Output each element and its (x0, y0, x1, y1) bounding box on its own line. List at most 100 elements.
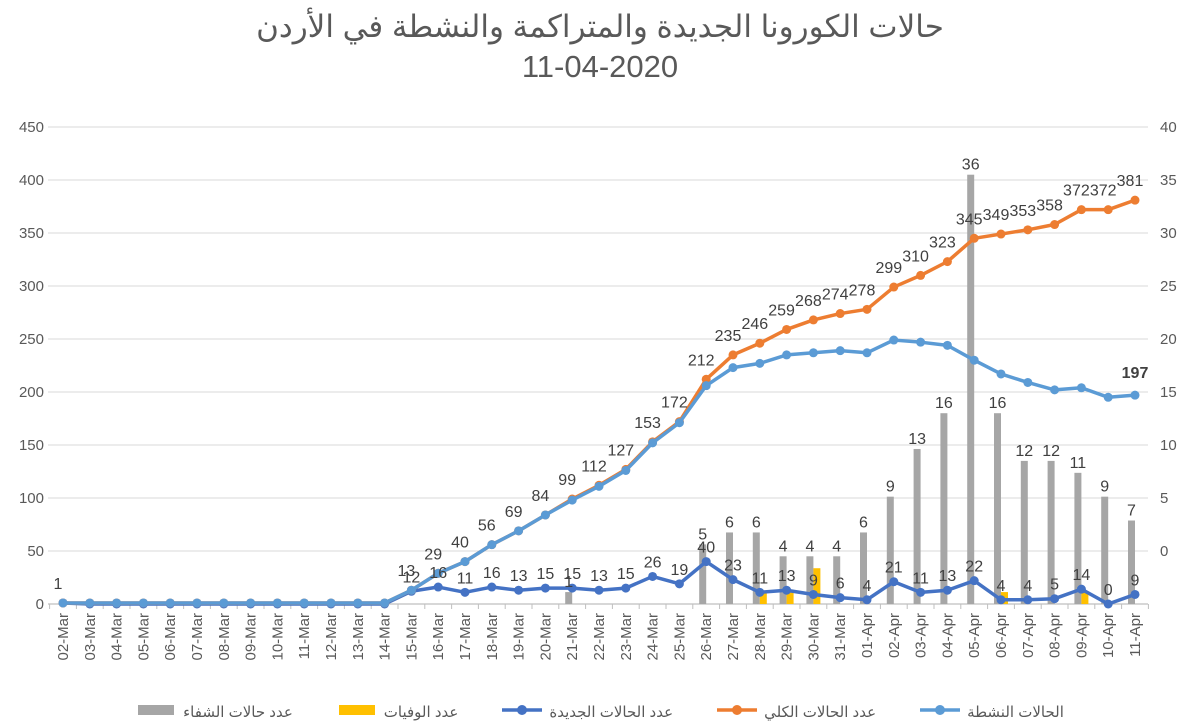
total_cases-marker (835, 309, 845, 319)
x-axis-label: 10-Mar (269, 613, 286, 661)
new_cases-label: 12 (403, 569, 421, 586)
x-axis-label: 14-Mar (377, 613, 394, 661)
total_cases-marker (889, 282, 899, 292)
active_cases-marker (567, 495, 577, 505)
left-axis-tick: 350 (19, 225, 44, 242)
new_cases-marker (701, 557, 711, 567)
new_cases-marker (1103, 599, 1113, 609)
new_cases-marker (1130, 589, 1140, 599)
active_cases-marker (1050, 385, 1060, 395)
active_cases-marker (755, 358, 765, 368)
recovered-bar (1020, 460, 1028, 604)
recovered-bar (1074, 472, 1082, 604)
new_cases-label: 5 (1050, 577, 1059, 594)
active_cases-marker (1103, 392, 1113, 402)
active_cases-marker (782, 350, 792, 360)
x-axis-label: 16-Mar (430, 613, 447, 661)
new_cases-marker (889, 577, 899, 587)
x-axis-label: 01-Apr (859, 613, 876, 658)
total_cases-marker (755, 338, 765, 348)
new_cases-marker (755, 587, 765, 597)
recovered-bar (886, 496, 894, 604)
total_cases-label: 235 (715, 328, 742, 345)
new_cases-swatch-marker (517, 705, 528, 715)
active_cases-marker (299, 598, 309, 608)
legend-label-total-cases: عدد الحالات الكلي (764, 704, 877, 721)
recovered-label: 13 (908, 431, 926, 448)
recovered-swatch-rect (138, 705, 175, 715)
x-axis-label: 03-Apr (913, 613, 930, 658)
new_cases-label: 13 (939, 568, 957, 585)
x-axis-label: 30-Mar (805, 613, 822, 661)
deaths-bar (786, 592, 794, 604)
active_cases-marker (540, 510, 550, 520)
new_cases-label: 15 (537, 566, 555, 583)
total_cases-label: 353 (1009, 203, 1036, 220)
new_cases-label: 11 (751, 570, 768, 587)
x-axis-label: 08-Apr (1047, 613, 1064, 658)
total_cases-marker (701, 374, 711, 384)
legend-item-total-cases: عدد الحالات الكلي (717, 703, 876, 721)
right-axis-tick: 0 (1160, 543, 1168, 560)
total_cases-label: 278 (849, 282, 876, 299)
x-axis-label: 12-Mar (323, 613, 340, 661)
new_cases-label: 23 (724, 558, 742, 575)
legend-item-recovered: عدد حالات الشفاء (136, 703, 293, 721)
new_cases-marker (433, 582, 443, 592)
new_cases-label: 9 (809, 572, 818, 589)
active_cases-marker (460, 557, 470, 567)
recovered-bar (565, 592, 573, 604)
active_cases-marker (514, 526, 524, 536)
right-axis-tick: 20 (1160, 331, 1177, 348)
new_cases-label: 13 (510, 568, 528, 585)
new_cases-marker (969, 576, 979, 586)
total_cases-marker (916, 270, 926, 280)
total_cases-marker (942, 257, 952, 267)
recovered-bar (833, 556, 841, 604)
active_cases-marker (674, 418, 684, 428)
x-axis-label: 05-Apr (966, 613, 983, 658)
x-axis-label: 09-Mar (243, 613, 260, 661)
total_cases-label: 381 (1117, 173, 1144, 190)
new_cases-marker (916, 587, 926, 597)
left-axis-tick: 200 (19, 384, 44, 401)
total_cases-label: 56 (478, 518, 496, 535)
recovered-label: 16 (935, 395, 953, 412)
new_cases-marker (514, 585, 524, 595)
left-axis-tick: 50 (27, 543, 44, 560)
active_cases-marker (862, 348, 872, 358)
x-axis-label: 23-Mar (618, 613, 635, 661)
recovered-label: 9 (1100, 479, 1109, 496)
total_cases-label: 345 (956, 211, 983, 228)
recovered-bar (726, 532, 733, 604)
deaths-bar (759, 592, 767, 604)
legend-item-new-cases: عدد الحالات الجديدة (502, 703, 673, 721)
x-axis-label: 29-Mar (779, 613, 796, 661)
new_cases-marker (567, 583, 577, 593)
x-axis-label: 09-Apr (1073, 613, 1090, 658)
active_cases-marker (272, 598, 282, 608)
active_cases-marker (1023, 377, 1033, 387)
right-axis-tick: 25 (1160, 278, 1177, 295)
total_cases-label: 153 (634, 415, 661, 432)
new_cases-label: 15 (617, 566, 635, 583)
x-axis-label: 31-Mar (832, 613, 849, 661)
total_cases-marker (1103, 205, 1113, 215)
new_cases-label: 11 (457, 570, 474, 587)
total_cases-label: 259 (768, 302, 795, 319)
total_cases-label: 349 (983, 207, 1010, 224)
new_cases-marker (782, 585, 792, 595)
legend-swatch-deaths-bar (337, 703, 377, 721)
left-axis-tick: 450 (19, 119, 44, 136)
total_cases-label: 13 (398, 563, 416, 580)
chart-title-block: حالات الكورونا الجديدة والمتراكمة والنشط… (0, 6, 1200, 85)
x-axis-label: 07-Mar (189, 613, 206, 661)
new_cases-label: 21 (885, 560, 903, 577)
new_cases-label: 4 (863, 578, 872, 595)
active_cases-marker (996, 369, 1006, 379)
recovered-label: 4 (832, 538, 841, 555)
active_cases-marker (728, 363, 738, 373)
recovered-label: 7 (1127, 503, 1136, 520)
legend-swatch-active-cases-line (920, 703, 961, 721)
